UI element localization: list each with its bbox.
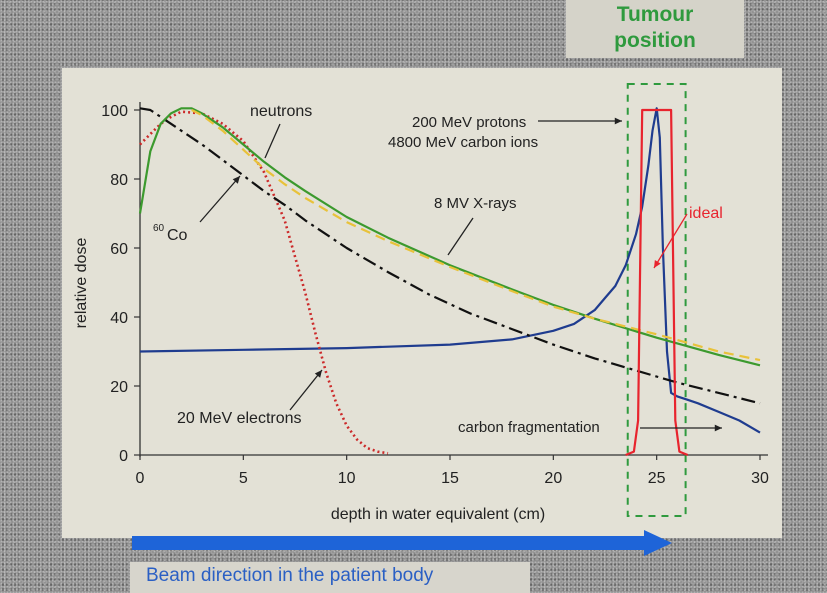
electrons-pointer-head (314, 370, 322, 378)
tumour-label-line1: Tumour (616, 3, 694, 26)
x-tick-label-30: 30 (751, 470, 769, 487)
x-tick-label-5: 5 (239, 470, 248, 487)
y-tick-label-0: 0 (119, 448, 128, 465)
tumour-position-label: Tumour position (566, 0, 744, 58)
chart-plate (62, 68, 782, 538)
co60-pointer (199, 175, 241, 223)
protons-label-line1: 200 MeV protons (412, 114, 526, 131)
ideal-pointer (653, 213, 688, 269)
x-tick-label-10: 10 (338, 470, 356, 487)
y-tick-label-40: 40 (110, 310, 128, 327)
beam-label-backing (130, 562, 530, 593)
tumour-region-box (626, 83, 687, 517)
x-tick-label-20: 20 (544, 470, 562, 487)
protons-label-line2: 4800 MeV carbon ions (388, 134, 538, 151)
y-tick-label-100: 100 (101, 103, 128, 120)
electrons-label: 20 MeV electrons (177, 410, 302, 427)
annotation-pointers (199, 117, 722, 432)
curve-60co (139, 107, 761, 405)
carbon-fragmentation-pointer-head (714, 424, 722, 432)
beam-direction-arrow (132, 530, 672, 556)
curve-200-mev-protons-4800-mev-carbon-ions (139, 107, 761, 434)
co60-label: Co (167, 227, 188, 244)
dose-curves (138, 107, 761, 457)
neutrons-label: neutrons (250, 103, 312, 120)
ideal-label: ideal (689, 205, 723, 222)
electrons-pointer (289, 369, 323, 411)
ideal-pointer-head (654, 260, 661, 268)
beam-direction-label: Beam direction in the patient body (146, 565, 434, 586)
beam-arrow-head (644, 530, 672, 556)
x-tick-label-15: 15 (441, 470, 459, 487)
y-tick-label-20: 20 (110, 379, 128, 396)
axes: 0 20 40 60 80 100 0 5 10 15 20 25 30 depth in water e… (73, 102, 769, 523)
curve-8-mv-x-rays (138, 107, 761, 367)
y-axis-label: relative dose (73, 238, 90, 329)
xrays-pointer (447, 217, 474, 256)
co60-superscript: 60 (153, 223, 165, 234)
y-tick-label-80: 80 (110, 172, 128, 189)
annotations: neutrons 200 MeV protons 4800 MeV carbon… (153, 103, 723, 436)
neutrons-pointer (264, 123, 281, 159)
x-axis-label: depth in water equivalent (cm) (331, 506, 545, 523)
curve-20-mev-electrons (139, 110, 389, 455)
beam-arrow-shaft (132, 536, 647, 550)
tumour-label-line2: position (614, 29, 696, 52)
y-tick-label-60: 60 (110, 241, 128, 258)
carbon-fragmentation-label: carbon fragmentation (458, 419, 600, 436)
protons-pointer-head (614, 117, 622, 125)
x-tick-label-25: 25 (648, 470, 666, 487)
xrays-label: 8 MV X-rays (434, 195, 517, 212)
x-tick-label-0: 0 (136, 470, 145, 487)
curve-ideal (625, 108, 689, 457)
co60-pointer-head (232, 176, 240, 184)
curve-neutrons (191, 109, 761, 362)
tumour-region (626, 83, 687, 517)
